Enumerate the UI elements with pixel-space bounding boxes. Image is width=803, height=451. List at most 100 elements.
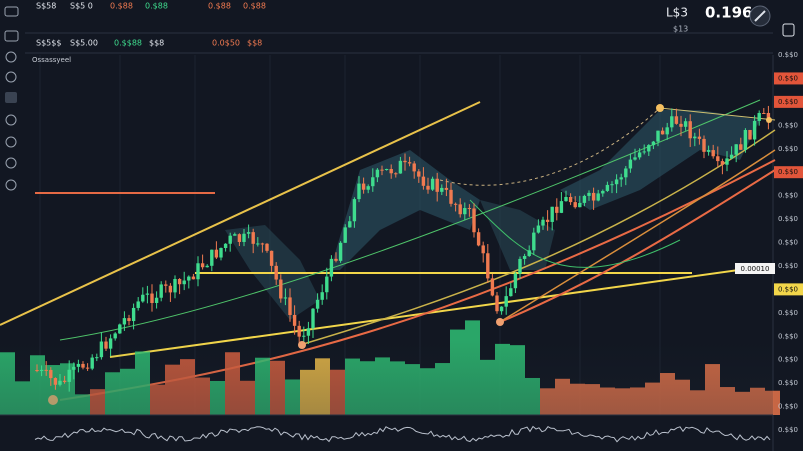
- candle-body: [647, 145, 651, 152]
- candle-body: [670, 116, 674, 128]
- candle-body: [527, 250, 531, 256]
- candle-body: [62, 380, 67, 382]
- candle-body: [679, 123, 683, 127]
- axis-label: 0.$$0: [778, 51, 798, 59]
- header-value: $$8: [149, 39, 164, 48]
- candle-body: [403, 160, 407, 163]
- candle-body: [499, 306, 504, 312]
- candle-body: [302, 335, 306, 337]
- header-value: S$5.00: [70, 39, 98, 48]
- candle-body: [265, 243, 269, 251]
- candle-body: [113, 333, 117, 339]
- candle-body: [706, 150, 711, 152]
- candle-body: [532, 232, 536, 251]
- candle-body: [269, 250, 274, 266]
- candle-body: [757, 112, 761, 121]
- candle-body: [223, 243, 228, 249]
- axis-label: 0.$$0: [778, 215, 798, 223]
- axis-label: 0.$$0: [778, 426, 798, 434]
- candle-body: [430, 178, 435, 190]
- candle-body: [476, 232, 481, 246]
- ticker-sub: $13: [673, 25, 688, 34]
- candle-body: [320, 292, 324, 300]
- tool-icon[interactable]: [5, 92, 17, 103]
- candle-body: [660, 130, 665, 135]
- candle-body: [219, 248, 223, 258]
- candle-body: [150, 293, 154, 303]
- candle-body: [642, 151, 646, 153]
- candle-body: [467, 208, 472, 210]
- candle-body: [58, 380, 62, 385]
- candle-body: [348, 221, 352, 228]
- tool-icon[interactable]: [5, 157, 17, 169]
- candle-body: [375, 169, 380, 178]
- candle-body: [118, 324, 122, 334]
- tool-icon[interactable]: [4, 6, 19, 17]
- candle-body: [463, 208, 467, 215]
- tool-icon[interactable]: [5, 114, 17, 126]
- candle-body: [578, 202, 582, 208]
- candle-body: [435, 178, 439, 192]
- candle-body: [573, 202, 577, 208]
- candle-body: [173, 278, 177, 293]
- tool-icon[interactable]: [5, 179, 17, 191]
- menu-icon[interactable]: [782, 23, 795, 37]
- tool-icon[interactable]: [5, 71, 17, 83]
- candle-body: [288, 297, 292, 315]
- candle-body: [472, 208, 476, 233]
- candle-body: [228, 235, 232, 244]
- candle-body: [380, 169, 384, 171]
- trend-line: [299, 129, 776, 346]
- candle-body: [108, 338, 113, 349]
- candle-body: [628, 159, 633, 169]
- header: S$58 S$5 0 0.$88 0.$88 0.$88 0.$88 S$5$$ S$5.00…: [36, 2, 266, 48]
- candle-body: [214, 249, 219, 258]
- candle-body: [242, 233, 246, 242]
- candle-body: [384, 168, 389, 171]
- candle-body: [481, 245, 485, 254]
- candle-body: [596, 193, 600, 201]
- candle-body: [44, 369, 48, 371]
- axis-label: 0.$$0: [778, 239, 798, 247]
- header-value: 0.$88: [145, 2, 168, 11]
- candle-body: [334, 258, 338, 261]
- axis-label: 0.$$0: [778, 379, 798, 387]
- candle-body: [292, 314, 297, 326]
- indicator-label: Ossassyeel: [32, 56, 71, 64]
- candle-body: [725, 158, 729, 165]
- candle-body: [136, 301, 140, 308]
- axis-label: 0.$$0: [778, 285, 798, 293]
- candle-body: [559, 201, 564, 213]
- candle-body: [352, 199, 357, 222]
- header-value: S$5 0: [70, 2, 93, 11]
- candle-body: [624, 168, 628, 178]
- candle-body: [407, 162, 412, 164]
- candle-body: [127, 318, 131, 322]
- candle-body: [246, 232, 251, 234]
- candle-body: [656, 130, 660, 142]
- candle-body: [651, 141, 656, 146]
- candle-body: [748, 130, 752, 140]
- candle-body: [274, 265, 278, 280]
- trend-line: [499, 169, 776, 323]
- axis-label: 0.$$0: [778, 168, 798, 176]
- candle-body: [260, 243, 265, 245]
- candle-body: [394, 173, 398, 175]
- candle-body: [734, 144, 738, 155]
- candle-body: [453, 203, 458, 205]
- tool-icon[interactable]: [5, 51, 17, 63]
- settings-icon: [754, 10, 766, 22]
- candle-body: [85, 367, 90, 369]
- tool-icon[interactable]: [4, 30, 19, 42]
- candle-body: [122, 318, 127, 325]
- candle-body: [237, 234, 242, 242]
- candle-body: [720, 161, 725, 165]
- tool-icon[interactable]: [5, 136, 17, 148]
- candle-body: [568, 196, 573, 203]
- candle-body: [610, 184, 614, 186]
- candle-body: [697, 136, 702, 139]
- candle-body: [398, 160, 403, 174]
- toolbar: [4, 6, 19, 191]
- candle-body: [251, 232, 255, 244]
- axis-label: 0.$$0: [778, 98, 798, 106]
